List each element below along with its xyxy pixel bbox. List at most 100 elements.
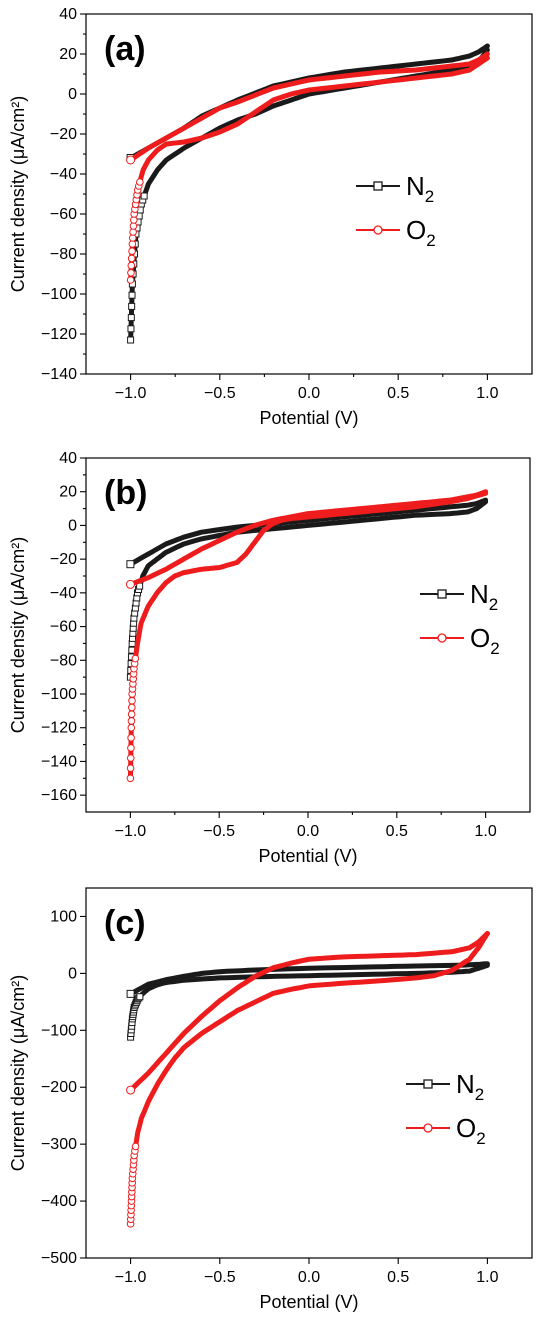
data-point-marker xyxy=(127,261,136,270)
x-axis-label: Potential (V) xyxy=(259,408,358,428)
data-point-marker xyxy=(125,579,135,589)
legend-label: N2 xyxy=(406,171,434,206)
legend-swatch-marker xyxy=(437,633,447,643)
data-point-marker xyxy=(126,764,135,772)
panel-label: (c) xyxy=(104,904,146,942)
data-point-marker xyxy=(131,1142,140,1151)
x-tick-label: −1.0 xyxy=(115,1269,147,1286)
x-tick-label: −0.5 xyxy=(204,385,236,402)
y-axis-label: Current density (μA/cm²) xyxy=(8,975,28,1171)
y-tick-label: −120 xyxy=(41,326,77,343)
data-point-marker xyxy=(127,336,135,344)
y-axis-label: Current density (μA/cm²) xyxy=(8,96,28,292)
legend-swatch-marker xyxy=(423,1123,433,1133)
data-point-marker xyxy=(127,269,135,277)
data-point-marker xyxy=(126,1085,136,1095)
data-point-marker xyxy=(140,192,148,200)
series-o2 xyxy=(125,489,489,783)
data-point-marker xyxy=(127,717,136,725)
series-o2 xyxy=(126,51,490,284)
legend-label: O2 xyxy=(406,215,436,250)
legend-label-subscript: 2 xyxy=(425,187,434,206)
legend-swatch-marker xyxy=(373,225,383,235)
y-tick-label: −20 xyxy=(50,126,77,143)
series-line xyxy=(127,489,489,587)
data-point-marker xyxy=(127,254,136,263)
chart-panel-a: −1.0 −0.5 0.0 0.5 1.0 −140 −120 −100 −80 −60 −40 −2… xyxy=(8,6,533,428)
x-tick-label: −1.0 xyxy=(115,385,147,402)
x-tick-label: 0.5 xyxy=(386,823,408,840)
legend-label: O2 xyxy=(456,1113,486,1148)
y-tick-label: −200 xyxy=(41,1079,77,1096)
data-point-marker xyxy=(128,696,136,705)
chart-panel-c: −1.0 −0.5 0.0 0.5 1.0 −500 −400 −300 −200 −100 0 10… xyxy=(8,887,533,1312)
y-tick-label: −100 xyxy=(41,1022,77,1039)
legend-swatch-marker xyxy=(373,181,383,191)
data-point-marker xyxy=(128,302,136,310)
y-tick-label: −140 xyxy=(41,753,77,770)
x-tick-label: 0.0 xyxy=(298,385,320,402)
legend-label: O2 xyxy=(470,623,500,658)
y-tick-label: 0 xyxy=(68,965,77,982)
y-tick-label: 0 xyxy=(68,517,77,534)
y-tick-label: −80 xyxy=(50,652,77,669)
y-tick-label: −160 xyxy=(41,787,77,804)
legend-label: N2 xyxy=(456,1069,484,1104)
data-point-marker xyxy=(136,993,144,1001)
chart-panel-b: −1.0 −0.5 0.0 0.5 1.0 −160 −140 −120 −100 −80 −60 −… xyxy=(8,450,531,866)
series-line xyxy=(128,961,490,997)
series-line xyxy=(128,51,490,163)
panel-label: (a) xyxy=(104,30,146,68)
series-line xyxy=(127,497,489,567)
y-tick-label: −100 xyxy=(41,286,77,303)
data-point-marker xyxy=(127,314,135,322)
y-tick-label: −40 xyxy=(50,585,77,602)
series-n2 xyxy=(126,497,489,681)
y-tick-label: 40 xyxy=(59,450,77,467)
legend-label-subscript: 2 xyxy=(476,1129,485,1148)
data-point-marker xyxy=(128,291,136,299)
data-point-marker xyxy=(127,744,135,752)
legend-label-subscript: 2 xyxy=(490,639,499,658)
y-tick-label: −300 xyxy=(41,1136,77,1153)
data-point-marker xyxy=(127,734,135,742)
panel-label: (b) xyxy=(104,474,147,512)
y-tick-label: −500 xyxy=(41,1250,77,1267)
y-tick-label: −120 xyxy=(41,720,77,737)
data-point-marker xyxy=(131,654,140,663)
x-tick-label: 1.0 xyxy=(474,823,496,840)
data-point-marker xyxy=(127,710,136,719)
data-point-marker xyxy=(126,989,135,998)
data-point-marker xyxy=(136,178,144,186)
data-point-marker xyxy=(127,325,135,333)
series-line xyxy=(128,55,490,283)
data-point-marker xyxy=(126,276,135,284)
x-axis-label: Potential (V) xyxy=(259,1292,358,1312)
legend-swatch-marker xyxy=(423,1079,433,1089)
y-tick-label: −80 xyxy=(50,246,77,263)
x-axis-label: Potential (V) xyxy=(258,846,357,866)
x-tick-label: −0.5 xyxy=(204,1269,236,1286)
x-tick-label: 0.0 xyxy=(298,1269,320,1286)
x-tick-label: 0.0 xyxy=(297,823,319,840)
y-tick-label: −40 xyxy=(50,166,77,183)
series-n2 xyxy=(126,961,490,1041)
series-o2 xyxy=(126,931,490,1228)
data-point-marker xyxy=(128,703,136,712)
x-tick-label: 0.5 xyxy=(387,385,409,402)
y-tick-label: −60 xyxy=(50,206,77,223)
data-point-marker xyxy=(126,774,135,783)
y-tick-label: 40 xyxy=(59,6,77,23)
data-point-marker xyxy=(126,560,135,569)
y-tick-label: 100 xyxy=(50,908,77,925)
y-tick-label: 20 xyxy=(59,46,77,63)
data-point-marker xyxy=(127,723,136,732)
data-point-marker xyxy=(126,155,136,165)
series-line xyxy=(127,490,489,781)
legend-label: N2 xyxy=(470,579,498,614)
y-tick-label: 20 xyxy=(59,484,77,501)
legend-label-subscript: 2 xyxy=(426,231,435,250)
series-line xyxy=(128,931,490,1093)
data-point-marker xyxy=(126,754,135,762)
